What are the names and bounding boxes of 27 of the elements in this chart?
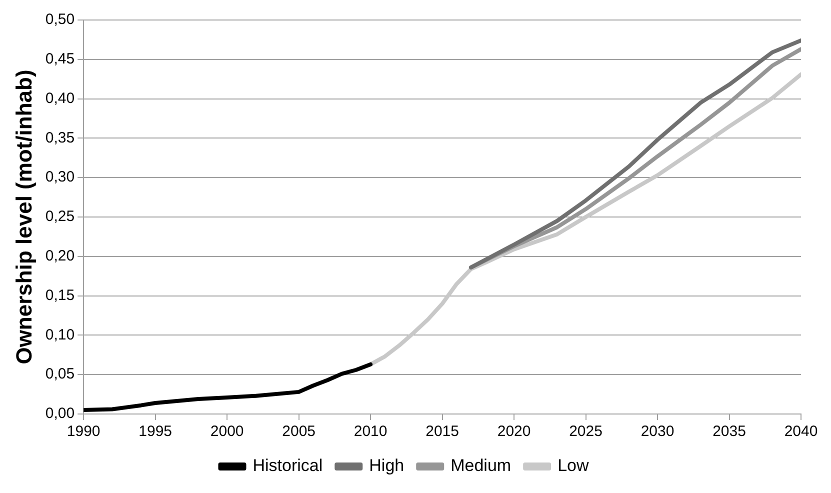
x-tick-label: 2005: [282, 423, 316, 440]
x-tick-label: 2035: [712, 423, 746, 440]
y-tick-label: 0,00: [45, 405, 75, 422]
x-tick-label: 2015: [426, 423, 459, 440]
y-tick-label: 0,20: [45, 248, 75, 265]
legend-label: Historical: [252, 456, 323, 476]
legend-label: Low: [558, 456, 590, 476]
x-tick-label: 2025: [569, 423, 602, 440]
y-tick-label: 0,40: [45, 90, 75, 107]
x-tick-label: 2000: [210, 423, 244, 440]
x-tick-label: 1990: [66, 423, 100, 440]
legend-label: High: [369, 456, 404, 476]
y-axis-title: Ownership level (mot/inhab): [11, 70, 36, 364]
y-tick-label: 0,35: [45, 129, 75, 146]
y-tick-label: 0,05: [45, 366, 75, 383]
x-tick-label: 1995: [138, 423, 172, 440]
y-tick-label: 0,10: [45, 326, 75, 344]
x-tick-label: 2020: [497, 423, 531, 440]
y-tick-label: 0,30: [45, 168, 75, 186]
x-tick-label: 2030: [640, 423, 674, 440]
y-tick-label: 0,45: [45, 50, 75, 68]
y-tick-label: 0,50: [45, 11, 75, 28]
y-tick-label: 0,15: [45, 286, 75, 304]
x-tick-label: 2040: [784, 423, 818, 440]
y-tick-label: 0,25: [45, 208, 75, 226]
x-tick-label: 2010: [354, 423, 388, 440]
legend-label: Medium: [450, 456, 512, 476]
